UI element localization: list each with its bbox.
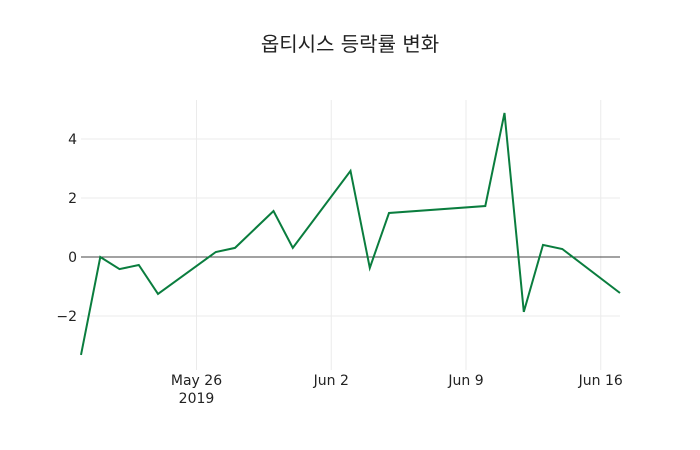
y-tick-label: 2 — [68, 191, 77, 207]
x-tick-label: Jun 16 — [578, 373, 623, 389]
x-tick-label: May 26 — [171, 373, 222, 389]
x-tick-label: Jun 2 — [313, 373, 349, 389]
y-tick-label: 0 — [68, 250, 77, 266]
y-gridlines — [81, 138, 620, 317]
series-line-change-rate — [80, 112, 621, 356]
y-axis-tick-labels: 4 2 0 −2 — [56, 132, 77, 325]
y-tick-label: −2 — [56, 309, 77, 325]
x-tick-sublabel: 2019 — [179, 391, 215, 407]
x-axis-tick-labels: May 26 2019 Jun 2 Jun 9 Jun 16 — [171, 373, 623, 407]
x-gridlines — [196, 100, 602, 370]
x-tick-label: Jun 9 — [447, 373, 483, 389]
chart-title: 옵티시스 등락률 변화 — [260, 32, 440, 56]
y-tick-label: 4 — [68, 132, 77, 148]
